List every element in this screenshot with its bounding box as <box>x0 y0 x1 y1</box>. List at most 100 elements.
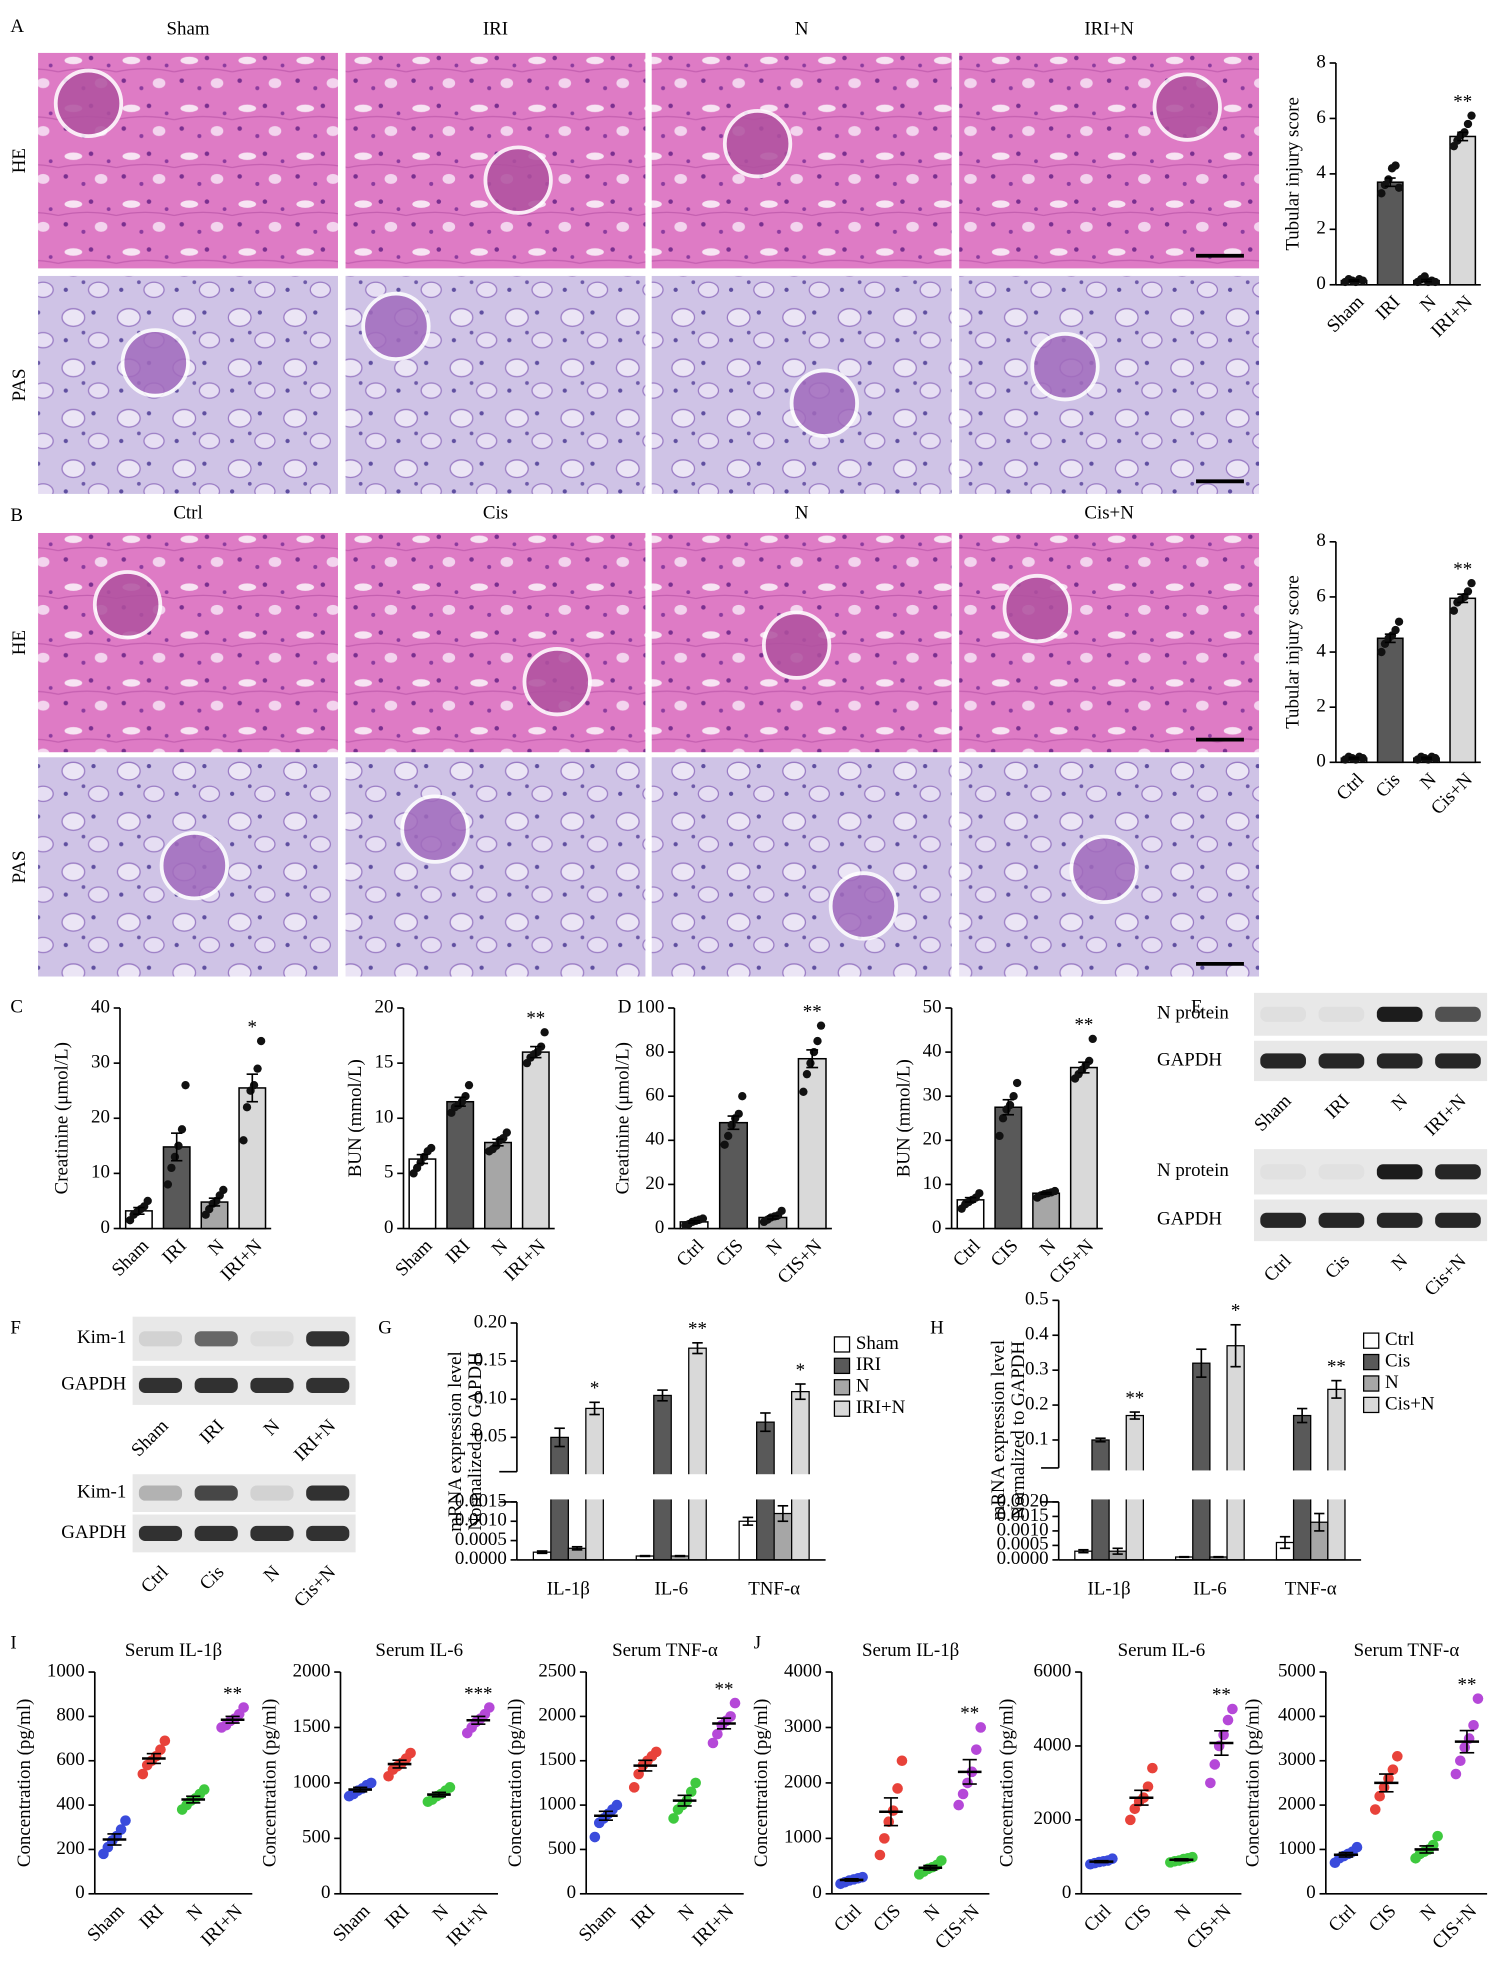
y-tick-label: 0.0005 <box>997 1534 1049 1555</box>
data-point <box>242 1103 252 1112</box>
lane-label: Cis <box>196 1562 229 1595</box>
significance: ** <box>1453 91 1472 112</box>
glomerulus <box>761 610 832 680</box>
blot-band <box>194 1525 238 1541</box>
data-point <box>806 1058 815 1068</box>
y-tick-label: 2 <box>1316 218 1325 239</box>
glomerulus <box>120 328 190 398</box>
lane-label: N <box>260 1561 285 1586</box>
micrograph <box>345 532 646 753</box>
lane-label: IRI <box>196 1416 229 1449</box>
glomerulus <box>722 108 793 179</box>
blot-band <box>138 1525 183 1541</box>
legend-label: N <box>1385 1372 1399 1393</box>
legend-label: Ctrl <box>1385 1329 1414 1350</box>
blot-band <box>306 1485 350 1501</box>
micrograph <box>651 757 952 977</box>
data-point <box>1472 1693 1484 1704</box>
y-axis-label: Normalized to GAPDH <box>1008 1341 1029 1520</box>
legend-swatch <box>833 1379 851 1396</box>
x-tick-label: N <box>1416 291 1441 316</box>
data-point <box>724 1131 733 1141</box>
data-point <box>540 1028 549 1037</box>
x-tick-label: N <box>674 1900 699 1925</box>
row-label: HE <box>9 148 30 173</box>
y-tick-label: 8 <box>1316 51 1325 72</box>
micrograph <box>959 275 1260 494</box>
blot-band <box>250 1331 294 1347</box>
legend-swatch <box>1362 1353 1380 1371</box>
y-tick-label: 0 <box>1316 751 1325 772</box>
chart-title: Serum TNF-α <box>612 1640 718 1661</box>
blot-band <box>306 1331 350 1347</box>
blot-band <box>1318 1053 1365 1069</box>
blot-band <box>1376 1212 1423 1228</box>
significance: ** <box>223 1683 242 1704</box>
x-tick-label: IRI <box>158 1235 191 1268</box>
y-axis-label: Concentration (pg/ml) <box>997 1699 1018 1867</box>
row-label: PAS <box>9 850 30 883</box>
data-point <box>1358 754 1367 763</box>
data-point <box>1387 1764 1399 1775</box>
row-label: HE <box>9 630 30 655</box>
data-point <box>1125 1814 1136 1826</box>
x-tick-label: N <box>1036 1235 1061 1260</box>
x-tick-label: Sham <box>1323 291 1368 336</box>
blot-band <box>306 1377 350 1393</box>
data-point <box>1009 1092 1018 1101</box>
bar <box>1069 1066 1098 1230</box>
y-tick-label: 1000 <box>538 1793 576 1814</box>
data-point <box>957 1788 969 1800</box>
y-tick-label: 6 <box>1316 585 1325 606</box>
bar <box>484 1141 512 1230</box>
data-point <box>137 1768 149 1780</box>
blot-band <box>1376 1053 1423 1069</box>
bar <box>994 1106 1023 1230</box>
y-tick-label: 0.0015 <box>997 1505 1049 1526</box>
data-point <box>177 1125 187 1134</box>
legend-swatch <box>1362 1396 1380 1414</box>
y-tick-label: 0.0000 <box>455 1548 507 1569</box>
x-tick-label: CIS <box>1365 1901 1401 1937</box>
column-title: IRI <box>483 19 508 40</box>
glomerulus <box>1030 332 1100 402</box>
data-point <box>1391 625 1400 635</box>
data-point <box>712 1728 723 1740</box>
column-title: Sham <box>167 19 210 40</box>
data-point <box>1467 111 1476 120</box>
x-tick-label: CIS+N <box>774 1235 827 1288</box>
significance: * <box>1231 1301 1240 1322</box>
y-tick-label: 0.0010 <box>455 1510 507 1531</box>
lane-label: IRI <box>1321 1090 1354 1123</box>
blot-band <box>1318 1212 1365 1228</box>
column-title: Cis <box>483 502 508 523</box>
column-title: IRI+N <box>1084 19 1134 40</box>
x-tick-label: CIS <box>1120 1901 1156 1937</box>
x-tick-label: CIS <box>869 1901 905 1937</box>
data-point <box>813 1036 822 1046</box>
blot-band <box>1260 1212 1306 1228</box>
y-tick-label: 0 <box>384 1217 393 1238</box>
data-point <box>1450 1768 1462 1780</box>
data-point <box>163 1180 173 1189</box>
data-point <box>155 1744 166 1755</box>
data-point <box>802 1070 812 1079</box>
data-point <box>427 1143 436 1153</box>
data-point <box>253 1064 262 1073</box>
data-point <box>720 1140 729 1149</box>
data-point <box>685 1786 697 1798</box>
blot-band <box>1435 1006 1481 1022</box>
blot-band <box>194 1377 238 1393</box>
data-point <box>1394 183 1404 192</box>
y-tick-label: 80 <box>645 1040 664 1061</box>
chart-title: Serum TNF-α <box>1354 1640 1460 1661</box>
bar <box>1226 1345 1245 1561</box>
legend-swatch <box>1362 1375 1380 1392</box>
blot-row-label: GAPDH <box>1157 1209 1222 1230</box>
data-point <box>589 1831 601 1843</box>
glomerulus <box>1069 834 1139 905</box>
legend-swatch <box>833 1357 851 1375</box>
legend-label: N <box>856 1376 870 1397</box>
lane-label: N <box>1388 1250 1413 1275</box>
bar <box>521 1051 550 1230</box>
